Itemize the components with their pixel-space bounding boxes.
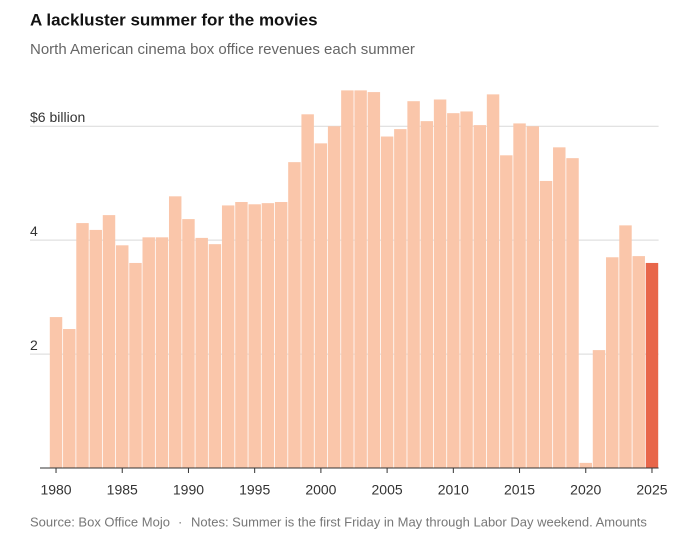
bar: [447, 113, 460, 469]
chart-subtitle: North American cinema box office revenue…: [30, 41, 415, 58]
bar: [63, 329, 76, 468]
bar: [513, 123, 526, 469]
bar: [460, 111, 473, 468]
bar: [235, 202, 248, 468]
bar: [407, 101, 420, 468]
bar: [473, 125, 487, 469]
bar: [195, 237, 208, 468]
bar: [301, 114, 314, 469]
x-tick-label: 2010: [438, 482, 469, 498]
bar: [420, 121, 434, 469]
x-tick-label: 2015: [504, 482, 535, 498]
bar: [208, 244, 222, 468]
bars: [49, 90, 659, 469]
bar: [155, 237, 169, 468]
bar: [49, 317, 63, 468]
bar: [367, 92, 381, 468]
bar: [539, 180, 553, 468]
x-tick-label: 1980: [40, 482, 71, 498]
bar: [102, 215, 116, 468]
bar: [526, 126, 540, 469]
y-tick-label: 2: [30, 337, 38, 353]
bar: [553, 147, 566, 468]
x-tick-label: 2000: [305, 482, 336, 498]
bar: [142, 237, 155, 468]
bar: [486, 94, 500, 468]
x-tick-label: 1995: [239, 482, 270, 498]
chart-title: A lackluster summer for the movies: [30, 10, 318, 29]
bar: [248, 204, 261, 468]
x-tick-label: 2020: [570, 482, 601, 498]
source: Source: Box Office Mojo: [30, 514, 170, 529]
bar: [221, 205, 235, 469]
bar: [380, 136, 394, 468]
bar: [182, 219, 195, 468]
bar: [89, 229, 102, 468]
x-tick-label: 2025: [636, 482, 667, 498]
y-tick-label: 4: [30, 223, 38, 239]
x-tick-label: 2005: [372, 482, 403, 498]
bar: [566, 158, 579, 468]
bar: [76, 223, 89, 468]
bar: [261, 203, 275, 469]
bar: [500, 155, 513, 468]
separator: ·: [178, 514, 182, 529]
bar: [433, 99, 447, 468]
bar: [579, 462, 592, 468]
bar: [274, 202, 288, 468]
bar: [116, 245, 129, 468]
bar: [592, 350, 606, 468]
bar: [327, 126, 341, 469]
bar: [341, 90, 354, 468]
bar: [168, 196, 182, 469]
bar: [645, 262, 659, 468]
bar: [288, 162, 301, 468]
bar: [129, 262, 142, 468]
y-tick-label: $6 billion: [30, 109, 85, 125]
bar: [394, 129, 407, 468]
bar: [314, 143, 328, 468]
x-tick-label: 1985: [107, 482, 138, 498]
bar: [632, 256, 645, 468]
bar: [354, 90, 367, 468]
x-tick-label: 1990: [173, 482, 204, 498]
bar: [606, 257, 619, 468]
bar: [619, 225, 632, 468]
note: Notes: Summer is the first Friday in May…: [191, 514, 647, 529]
